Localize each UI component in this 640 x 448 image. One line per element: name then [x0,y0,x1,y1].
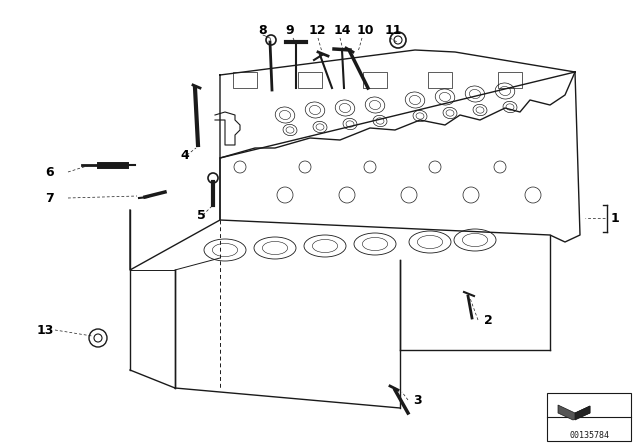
Text: 5: 5 [196,208,205,221]
Text: 6: 6 [45,165,54,178]
Text: 1: 1 [611,211,620,224]
Text: 11: 11 [384,23,402,36]
Text: 3: 3 [413,393,422,406]
Text: 12: 12 [308,23,326,36]
Text: 10: 10 [356,23,374,36]
Text: 4: 4 [180,148,189,161]
Polygon shape [558,405,590,420]
Text: 14: 14 [333,23,351,36]
Text: 2: 2 [484,314,492,327]
Polygon shape [575,406,590,420]
Text: 00135784: 00135784 [569,431,609,439]
Text: 9: 9 [285,23,294,36]
Text: 8: 8 [259,23,268,36]
Bar [547,393,631,441]
Text: 13: 13 [36,323,54,336]
Text: 7: 7 [45,191,54,204]
